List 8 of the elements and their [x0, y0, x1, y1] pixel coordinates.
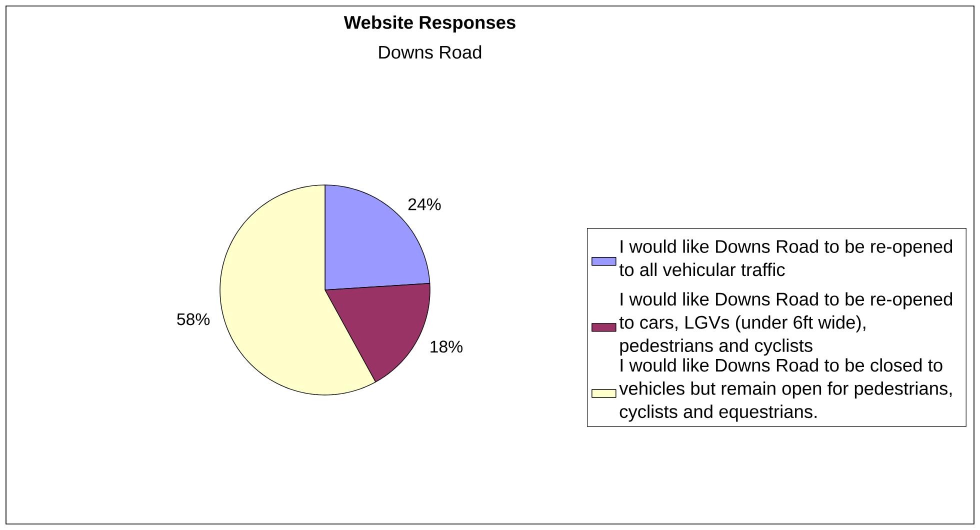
data-label: 58%: [177, 313, 210, 326]
chart-title: Website Responses: [344, 15, 516, 33]
legend-label: I would like Downs Road to be closed to vehicles but remain open for pedestrians, cyclists and equestrians.: [619, 358, 952, 422]
legend-label: I would like Downs Road to be re-opened to all vehicular traffic: [619, 240, 952, 276]
chart-subtitle: Downs Road: [379, 45, 482, 59]
data-label: 24%: [408, 198, 441, 210]
legend-label: I would like Downs Road to be re-opened to cars, LGVs (under 6ft wide), pedestrians and cyclists: [619, 292, 952, 356]
data-label: 18%: [430, 340, 462, 353]
